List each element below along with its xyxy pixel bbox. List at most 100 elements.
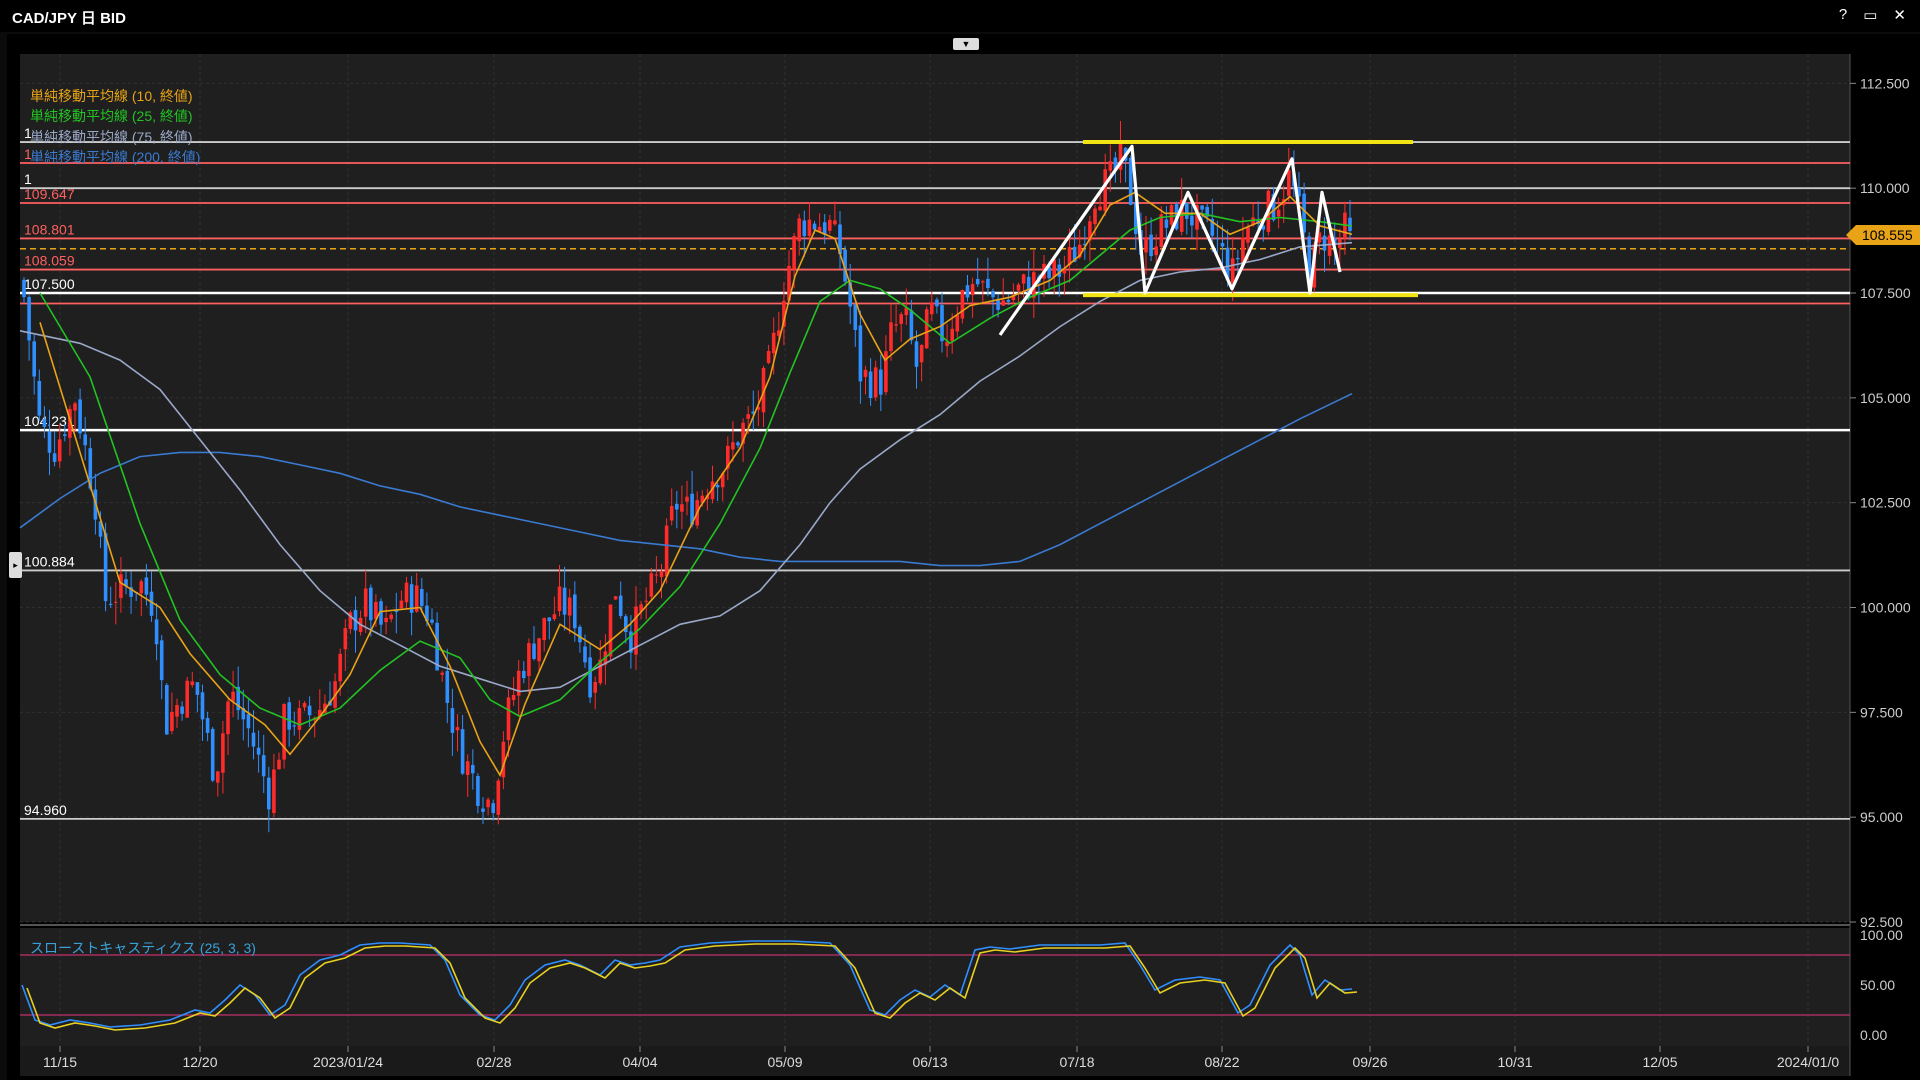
candle-body-74 (399, 600, 404, 609)
candle-body-220 (1144, 237, 1148, 253)
candle-body-52 (287, 702, 291, 730)
candle-body-194 (1011, 295, 1016, 301)
candle-body-72 (389, 614, 393, 620)
candle-body-241 (1251, 217, 1255, 226)
legend-ma10: 単純移動平均線 (10, 終値) (30, 88, 193, 104)
candle-body-156 (817, 226, 822, 232)
candle-body-231 (1200, 205, 1204, 210)
candle-body-68 (369, 587, 373, 621)
candle-body-252 (1307, 236, 1311, 284)
candle-body-201 (1047, 266, 1051, 279)
candle-body-113 (598, 659, 603, 684)
candle-body-108 (573, 594, 577, 629)
candle-body-126 (664, 525, 669, 577)
candle-body-41 (231, 691, 235, 702)
candle-body-168 (879, 369, 883, 395)
window-titlebar: CAD/JPY 日 BID ? ▭ ✕ (0, 0, 1920, 32)
candle-body-115 (608, 604, 613, 657)
candle-body-90 (481, 808, 485, 812)
candle-body-147 (771, 332, 776, 354)
x-tick-label-0: 11/15 (43, 1054, 77, 1070)
x-tick-label-7: 07/18 (1059, 1054, 1094, 1070)
candle-body-59 (323, 703, 327, 713)
candle-body-88 (471, 765, 475, 774)
candle-body-91 (486, 799, 490, 808)
candle-body-248 (1287, 170, 1291, 196)
candle-body-117 (618, 595, 623, 616)
candle-body-9 (68, 408, 72, 438)
candle-body-180 (940, 305, 944, 342)
candle-body-85 (455, 727, 460, 731)
candle-body-62 (338, 653, 342, 682)
candle-body-16 (103, 533, 108, 602)
current-price-label: 108.555 (1862, 227, 1913, 243)
candle-body-53 (292, 725, 297, 727)
candle-body-211 (1098, 206, 1102, 211)
candle-body-183 (955, 314, 960, 332)
candle-body-186 (970, 284, 975, 296)
candle-body-178 (930, 302, 934, 315)
candle-body-169 (884, 351, 888, 393)
candle-body-136 (715, 485, 720, 488)
maximize-icon[interactable]: ▭ (1863, 7, 1878, 24)
candle-body-155 (812, 223, 817, 230)
legend-ma75: 単純移動平均線 (75, 終値) (30, 129, 193, 145)
candle-body-210 (1093, 208, 1097, 225)
candle-body-39 (221, 733, 225, 773)
candle-body-133 (700, 495, 705, 503)
candle-body-229 (1190, 215, 1194, 226)
candle-body-239 (1241, 237, 1245, 264)
candle-body-222 (1154, 246, 1158, 256)
candle-body-116 (613, 596, 618, 600)
candle-body-20 (124, 579, 128, 587)
candle-body-196 (1021, 274, 1026, 284)
candle-body-213 (1108, 161, 1113, 171)
stoch-tick-label-1: 50.00 (1860, 977, 1895, 993)
candle-body-246 (1276, 209, 1281, 217)
candle-body-47 (261, 755, 266, 777)
candle-body-214 (1113, 157, 1118, 169)
help-icon[interactable]: ? (1838, 6, 1848, 23)
candle-body-4 (42, 419, 47, 427)
candle-body-42 (236, 686, 240, 711)
x-axis-panel (20, 1046, 1850, 1076)
candle-body-37 (210, 728, 215, 781)
candle-body-110 (583, 646, 587, 663)
candle-body-120 (634, 606, 638, 655)
candle-body-5 (47, 431, 52, 453)
candle-body-189 (986, 278, 990, 289)
current-price-tag: 108.555 (1846, 225, 1920, 245)
candle-body-170 (889, 322, 893, 352)
candle-body-111 (588, 657, 592, 698)
level-label-2: 1 (24, 171, 32, 187)
candle-body-184 (960, 290, 965, 319)
candle-body-21 (129, 587, 133, 597)
candle-body-250 (1297, 188, 1301, 197)
x-tick-label-2: 2023/01/24 (313, 1054, 383, 1070)
candle-body-131 (690, 493, 694, 525)
candle-body-224 (1164, 219, 1169, 228)
candle-body-160 (838, 224, 842, 255)
candle-body-63 (343, 628, 348, 650)
candle-body-105 (557, 586, 562, 612)
candle-body-12 (83, 434, 87, 446)
close-icon[interactable]: ✕ (1893, 7, 1906, 24)
candle-body-109 (578, 626, 582, 643)
candle-body-83 (445, 670, 450, 703)
x-tick-label-5: 05/09 (767, 1054, 802, 1070)
oscillator-label: スローストキャスティクス (25, 3, 3) (30, 940, 256, 956)
x-tick-label-8: 08/22 (1204, 1054, 1239, 1070)
candle-body-45 (251, 732, 256, 747)
candle-body-25 (149, 591, 154, 616)
candle-body-217 (1128, 158, 1133, 205)
candle-body-146 (766, 350, 771, 363)
candle-body-230 (1195, 205, 1199, 230)
candle-body-17 (108, 603, 113, 605)
level-labels: 111109.647108.801108.059107.500104.23110… (24, 125, 75, 818)
side-panel-toggle[interactable]: ▸ (9, 552, 22, 578)
candle-body-209 (1088, 221, 1092, 241)
collapse-toggle[interactable]: ▼ (953, 38, 979, 50)
candle-body-28 (165, 684, 169, 735)
window-title: CAD/JPY 日 BID (12, 10, 126, 27)
candle-body-6 (52, 453, 57, 462)
